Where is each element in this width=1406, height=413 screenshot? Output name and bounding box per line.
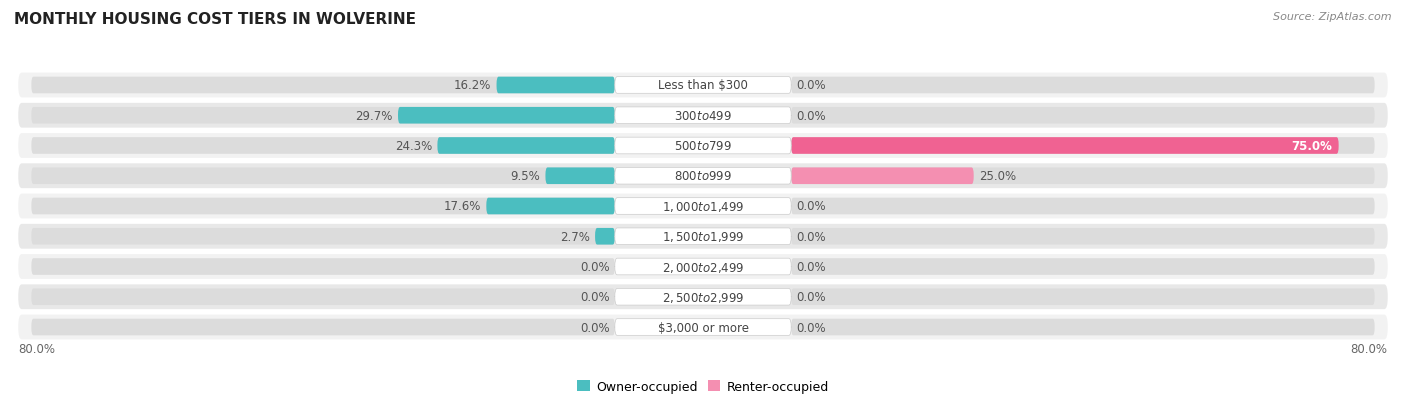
Text: 0.0%: 0.0% [796,291,825,304]
Text: MONTHLY HOUSING COST TIERS IN WOLVERINE: MONTHLY HOUSING COST TIERS IN WOLVERINE [14,12,416,27]
Text: 80.0%: 80.0% [1351,342,1388,356]
FancyBboxPatch shape [398,108,614,124]
FancyBboxPatch shape [31,78,614,94]
FancyBboxPatch shape [31,289,614,305]
Legend: Owner-occupied, Renter-occupied: Owner-occupied, Renter-occupied [572,375,834,398]
Text: $2,500 to $2,999: $2,500 to $2,999 [662,290,744,304]
FancyBboxPatch shape [31,108,614,124]
FancyBboxPatch shape [31,319,614,335]
FancyBboxPatch shape [496,78,614,94]
FancyBboxPatch shape [18,164,1388,189]
FancyBboxPatch shape [792,138,1375,154]
FancyBboxPatch shape [31,198,614,215]
FancyBboxPatch shape [614,259,792,275]
FancyBboxPatch shape [614,108,792,124]
FancyBboxPatch shape [614,168,792,185]
Text: 29.7%: 29.7% [356,109,392,122]
Text: $800 to $999: $800 to $999 [673,170,733,183]
FancyBboxPatch shape [18,224,1388,249]
FancyBboxPatch shape [792,319,1375,335]
FancyBboxPatch shape [792,259,1375,275]
Text: 0.0%: 0.0% [796,260,825,273]
Text: $1,000 to $1,499: $1,000 to $1,499 [662,199,744,214]
FancyBboxPatch shape [792,168,1375,185]
FancyBboxPatch shape [31,138,614,154]
Text: Less than $300: Less than $300 [658,79,748,92]
FancyBboxPatch shape [18,315,1388,339]
FancyBboxPatch shape [792,168,974,185]
FancyBboxPatch shape [614,289,792,305]
Text: Source: ZipAtlas.com: Source: ZipAtlas.com [1274,12,1392,22]
Text: 0.0%: 0.0% [796,200,825,213]
FancyBboxPatch shape [595,228,614,245]
Text: $2,000 to $2,499: $2,000 to $2,499 [662,260,744,274]
FancyBboxPatch shape [614,228,792,245]
FancyBboxPatch shape [18,285,1388,309]
Text: 0.0%: 0.0% [581,321,610,334]
FancyBboxPatch shape [31,259,614,275]
FancyBboxPatch shape [792,289,1375,305]
FancyBboxPatch shape [486,198,614,215]
Text: 0.0%: 0.0% [796,321,825,334]
Text: 9.5%: 9.5% [510,170,540,183]
FancyBboxPatch shape [18,104,1388,128]
Text: 0.0%: 0.0% [581,291,610,304]
Text: 80.0%: 80.0% [18,342,55,356]
FancyBboxPatch shape [31,228,614,245]
Text: $3,000 or more: $3,000 or more [658,321,748,334]
FancyBboxPatch shape [437,138,614,154]
Text: 0.0%: 0.0% [796,109,825,122]
FancyBboxPatch shape [614,198,792,215]
FancyBboxPatch shape [18,254,1388,279]
FancyBboxPatch shape [614,78,792,94]
Text: 2.7%: 2.7% [560,230,591,243]
Text: 25.0%: 25.0% [979,170,1017,183]
Text: $1,500 to $1,999: $1,500 to $1,999 [662,230,744,244]
Text: 0.0%: 0.0% [796,230,825,243]
FancyBboxPatch shape [18,134,1388,159]
FancyBboxPatch shape [792,198,1375,215]
FancyBboxPatch shape [792,78,1375,94]
Text: $300 to $499: $300 to $499 [673,109,733,122]
FancyBboxPatch shape [614,319,792,335]
Text: 0.0%: 0.0% [796,79,825,92]
FancyBboxPatch shape [614,138,792,154]
Text: $500 to $799: $500 to $799 [673,140,733,153]
Text: 16.2%: 16.2% [454,79,492,92]
Text: 24.3%: 24.3% [395,140,433,153]
FancyBboxPatch shape [18,194,1388,219]
Text: 75.0%: 75.0% [1291,140,1331,153]
Text: 17.6%: 17.6% [444,200,481,213]
Text: 0.0%: 0.0% [581,260,610,273]
FancyBboxPatch shape [18,74,1388,98]
FancyBboxPatch shape [31,168,614,185]
FancyBboxPatch shape [792,138,1339,154]
FancyBboxPatch shape [792,228,1375,245]
FancyBboxPatch shape [546,168,614,185]
FancyBboxPatch shape [792,108,1375,124]
